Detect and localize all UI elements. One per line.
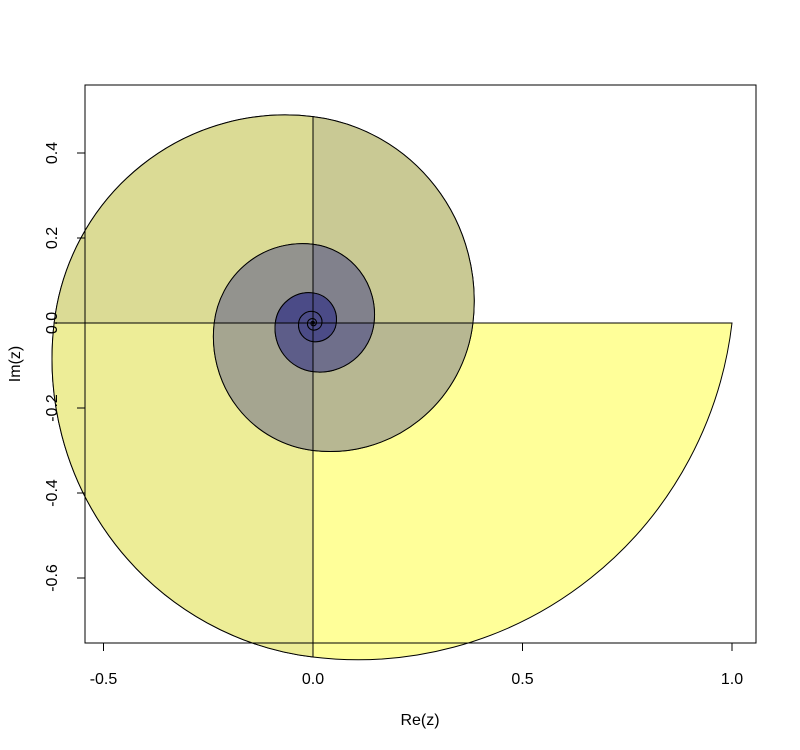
x-tick-label: 0.5 xyxy=(511,671,533,688)
spiral-tiles xyxy=(51,114,733,661)
y-tick-label: 0.4 xyxy=(44,142,61,164)
y-tick-label: 0.0 xyxy=(44,312,61,334)
x-tick-label: 0.0 xyxy=(302,671,324,688)
y-axis-label: Im(z) xyxy=(7,346,24,382)
x-axis: -0.5 0.0 0.5 1.0 xyxy=(90,642,743,688)
y-tick-label: -0.4 xyxy=(44,479,61,507)
x-axis-label: Re(z) xyxy=(400,712,439,729)
y-tick-label: -0.2 xyxy=(44,394,61,422)
y-tick-label: 0.2 xyxy=(44,227,61,249)
axes: -0.5 0.0 0.5 1.0 -0.6 -0.4 -0.2 0.0 0.2 0.4 xyxy=(44,84,757,688)
x-tick-label: -0.5 xyxy=(90,671,118,688)
y-tick-label: -0.6 xyxy=(44,564,61,592)
y-axis: -0.6 -0.4 -0.2 0.0 0.2 0.4 xyxy=(44,142,86,592)
x-tick-label: 1.0 xyxy=(721,671,743,688)
